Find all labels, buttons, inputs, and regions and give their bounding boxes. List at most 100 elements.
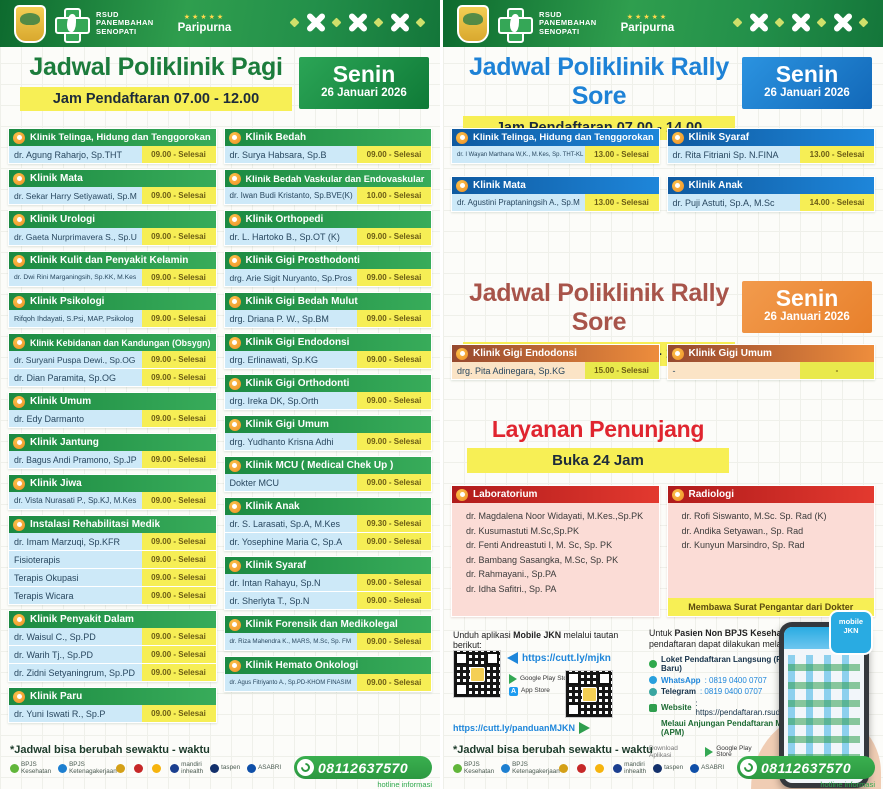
clinic-name: Klinik Gigi Umum — [245, 419, 329, 430]
clinic-header: Klinik Umum — [9, 393, 216, 410]
doctor-rows: dr. L. Hartoko B., Sp.OT (K) 09.00 - Sel… — [224, 228, 431, 245]
doctor-row: dr. Vista Nurasati P., Sp.KJ, M.Kes 09.0… — [9, 492, 216, 509]
clinic-name: Klinik Kulit dan Penyakit Kelamin — [30, 255, 189, 266]
doctor-row: Dokter MCU 09.00 - Selesai — [224, 474, 431, 491]
doctor-row: dr. Dian Paramita, Sp.OG 09.00 - Selesai — [9, 368, 216, 386]
doctor-row: dr. Agustini Praptaningsih A., Sp.M 13.0… — [452, 194, 659, 211]
doctor-rows: drg. Pita Adinegara, Sp.KG 15.00 - Seles… — [452, 362, 659, 379]
org-line: RSUD — [96, 9, 119, 19]
doctor-row: drg. Erlinawati, Sp.KG 09.00 - Selesai — [224, 351, 431, 368]
hotline-number: 08112637570 — [318, 759, 409, 776]
doctor-row: dr. Sherlyta T., Sp.N 09.00 - Selesai — [224, 591, 431, 609]
doctor-name: dr. Gaeta Nurprimavera S., Sp.U — [9, 228, 142, 245]
schedule-time: 13.00 - Selesai — [800, 146, 874, 163]
clinic-header: Klinik Telinga, Hidung dan Tenggorokan — [452, 129, 659, 146]
schedule-time: 09.00 - Selesai — [141, 228, 216, 245]
afternoon-clinic-grid: Klinik Telinga, Hidung dan Tenggorokan d… — [451, 128, 875, 212]
partner-label: ASABRI — [701, 764, 725, 772]
schedule-time: 09.00 - Selesai — [357, 574, 431, 591]
registration-channel-list: Loket Pendaftaran Langsung (Pasien Baru)… — [649, 655, 809, 737]
doctor-row: Terapis Wicara 09.00 - Selesai — [9, 586, 216, 604]
doctor-rows: dr. Yuni Iswati R., Sp.P 09.00 - Selesai — [9, 705, 216, 722]
doctor-rows: dr. Vista Nurasati P., Sp.KJ, M.Kes 09.0… — [9, 492, 216, 509]
partner-label: mandiri inhealth — [181, 761, 204, 775]
partner-logo: taspen — [653, 764, 683, 773]
doctor-name: - — [667, 362, 800, 379]
doctor-name: dr. S. Larasati, Sp.A, M.Kes — [224, 515, 357, 532]
doctor-row: dr. Yosephine Maria C, Sp.A 09.00 - Sele… — [224, 532, 431, 550]
clinic-card: Klinik Paru dr. Yuni Iswati R., Sp.P 09.… — [8, 687, 217, 723]
doctor-name: Terapis Wicara — [9, 587, 142, 604]
schedule-time: 09.00 - Selesai — [141, 451, 216, 468]
schedule-time: 09.00 - Selesai — [141, 664, 216, 681]
doctor-name: dr. Rahmayani., Sp.PA — [466, 569, 557, 579]
clinic-card: Klinik Kebidanan dan Kandungan (Obsygn) … — [8, 333, 217, 387]
whatsapp-icon — [740, 759, 757, 776]
clinic-column: Klinik Telinga, Hidung dan Tenggorokan d… — [451, 128, 660, 212]
clinic-header: Klinik Anak — [667, 177, 874, 194]
clinic-icon — [228, 254, 241, 267]
partner-logo-mark — [170, 764, 180, 773]
doctor-row: dr. Puji Astuti, Sp.A, M.Sc 14.00 - Sele… — [667, 194, 874, 211]
doctor-name: dr. Vista Nurasati P., Sp.KJ, M.Kes — [9, 492, 142, 509]
partner-logo — [595, 764, 606, 773]
day-label: Senin — [332, 61, 396, 87]
partner-logos: BPJS Kesehatan BPJS Ketenagakerjaan mand… — [453, 761, 753, 775]
doctor-rows: dr. Dwi Rini Marganingsih, Sp.KK, M.Kes … — [9, 269, 216, 286]
doctor-row: Terapis Okupasi 09.00 - Selesai — [9, 568, 216, 586]
clinic-icon — [13, 518, 25, 531]
doctor-row: - - — [667, 362, 874, 379]
doctor-name: dr. Warih Tj., Sp.PD — [9, 646, 142, 663]
doctor-name: dr. Riza Mahendra K., MARS, M.Sc, Sp. FM — [224, 633, 357, 650]
clinic-header: Klinik Hemato Onkologi — [224, 657, 431, 674]
partner-logos: BPJS Kesehatan BPJS Ketenagakerjaan mand… — [10, 761, 310, 775]
doctor-row: dr. Intan Rahayu, Sp.N 09.00 - Selesai — [224, 574, 431, 591]
doctor-row: Fisioterapis 09.00 - Selesai — [9, 550, 216, 568]
schedule-time: 09.00 - Selesai — [141, 369, 216, 386]
schedule-time: 09.00 - Selesai — [141, 587, 216, 604]
partner-logo: ASABRI — [247, 764, 281, 773]
partner-logo-mark — [690, 764, 700, 773]
partner-logo-mark — [152, 764, 162, 773]
schedule-time: 10.00 - Selesai — [357, 187, 431, 204]
non-bpjs-info: Untuk Pasien Non BPJS Kesehatan, pendaft… — [649, 628, 809, 759]
clinic-header: Klinik Urologi — [9, 211, 216, 228]
schedule-time: 09.00 - Selesai — [357, 674, 431, 691]
clinic-header: Klinik Gigi Umum — [224, 416, 431, 433]
doctor-name: dr. Yosephine Maria C, Sp.A — [224, 533, 357, 550]
clinic-column: Klinik Bedah dr. Surya Habsara, Sp.B 09.… — [223, 128, 432, 692]
doctor-name: dr. Iwan Budi Kristanto, Sp.BVE(K) — [224, 187, 357, 204]
clinic-card: Klinik Gigi Umum drg. Yudhanto Krisna Ad… — [223, 415, 432, 451]
doctor-name: drg. Erlinawati, Sp.KG — [224, 351, 357, 368]
clinic-card: Klinik Gigi Prosthodonti drg. Arie Sigit… — [223, 251, 432, 287]
partner-logo — [116, 764, 127, 773]
hotline-number: 08112637570 — [761, 759, 852, 776]
whatsapp-icon — [297, 759, 314, 776]
doctor-rows: dr. Suryani Puspa Dewi., Sp.OG 09.00 - S… — [9, 351, 216, 386]
clinic-icon — [228, 213, 241, 226]
footer: *Jadwal bisa berubah sewaktu - waktu BPJ… — [443, 743, 883, 789]
doctor-rows: dr. Puji Astuti, Sp.A, M.Sc 14.00 - Sele… — [667, 194, 874, 211]
schedule-time: 15.00 - Selesai — [584, 362, 659, 379]
doctor-name: dr. Kusumastuti M.Sc,Sp.PK — [466, 525, 580, 536]
channel-icon — [649, 703, 657, 712]
decorative-x-pattern — [732, 12, 869, 33]
doctor-rows: dr. Surya Habsara, Sp.B 09.00 - Selesai — [224, 146, 431, 163]
clinic-card: Klinik Bedah Vaskular dan Endovaskular d… — [223, 169, 432, 205]
support-hours: Buka 24 Jam — [467, 448, 729, 473]
hotline: 08112637570 hotline informasi — [294, 756, 432, 789]
clinic-icon — [13, 395, 25, 408]
doctor-name: dr. Andika Setyawan., Sp. Rad — [681, 525, 804, 536]
qr-code-app — [453, 650, 501, 698]
doctor-name: dr. Idha Safitri., Sp. PA — [466, 583, 557, 594]
schedule-time: - — [800, 362, 874, 379]
doctor-name: dr. Sherlyta T., Sp.N — [224, 592, 357, 609]
clinic-header: Klinik Paru — [9, 688, 216, 705]
clinic-name: Klinik Telinga, Hidung dan Tenggorokan — [473, 132, 654, 143]
clinic-icon — [671, 179, 684, 192]
clinic-header: Klinik Kebidanan dan Kandungan (Obsygn) — [9, 334, 216, 351]
clinic-header: Klinik Gigi Endodonsi — [224, 334, 431, 351]
clinic-card: Klinik Jiwa dr. Vista Nurasati P., Sp.KJ… — [8, 474, 217, 510]
clinic-card: Klinik Syaraf dr. Intan Rahayu, Sp.N 09.… — [223, 556, 432, 610]
clinic-card: Klinik Orthopedi dr. L. Hartoko B., Sp.O… — [223, 210, 432, 246]
